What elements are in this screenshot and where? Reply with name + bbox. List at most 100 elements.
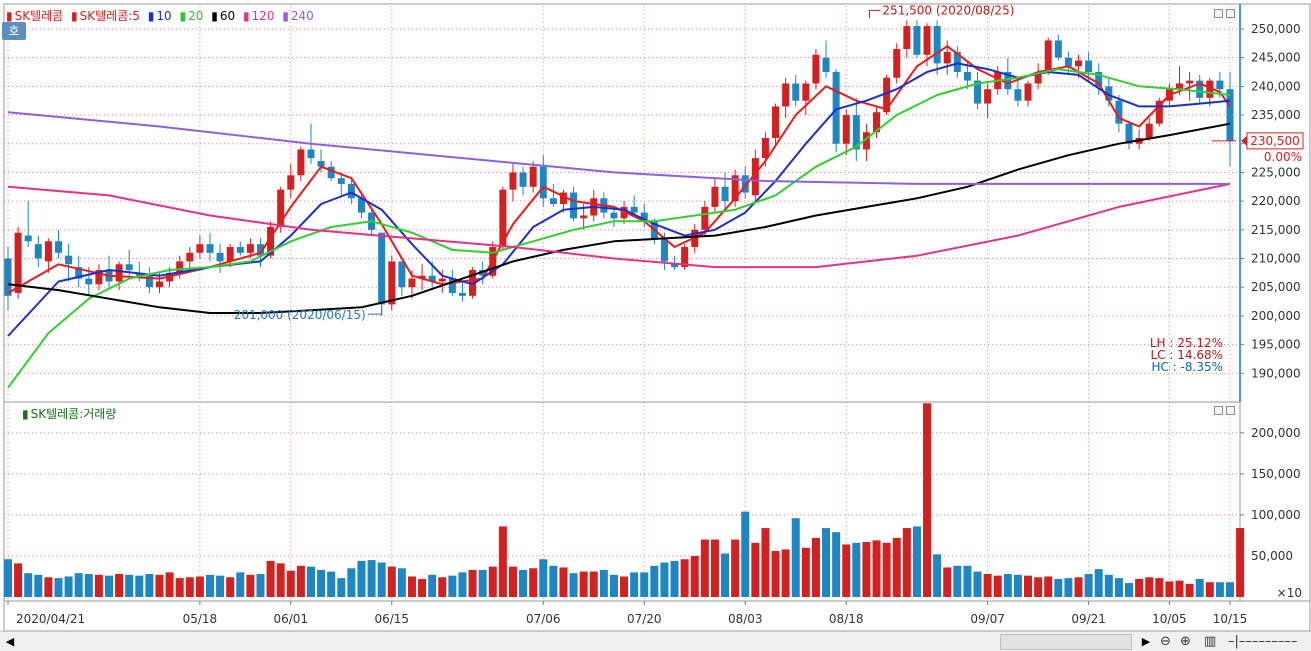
price-tick-label: 190,000 [1251,366,1301,380]
volume-bar [579,571,588,597]
volume-bar [811,537,820,597]
volume-bar [660,562,669,597]
candle-body [842,115,850,144]
candle-body [701,206,709,230]
legend-marker-icon: ▮ [179,9,187,23]
volume-bar [1094,569,1103,597]
candle-body [75,267,83,279]
volume-tick-label: 100,000 [1251,508,1301,522]
candle-body [186,252,194,262]
volume-bar [549,565,558,597]
candle-body [792,83,800,101]
price-pane-minimize-button[interactable] [1214,9,1223,18]
legend-entry-ma20[interactable]: ▮ 20 [179,9,204,23]
candle-body [660,238,668,262]
candle-body [378,232,386,305]
scroll-left-button[interactable]: ◀ [5,635,15,648]
volume-bar [842,544,851,597]
x-tick-label: 05/18 [183,612,218,626]
bar-spacing-icon[interactable]: ▥ [1204,634,1217,649]
volume-bar [125,574,134,597]
price-pane [3,3,1241,403]
candle-body [267,226,275,256]
legend-entry-ma120[interactable]: ▮ 120 [242,9,275,23]
candle-body [610,212,618,219]
volume-bar [912,526,921,597]
volume-bar [892,537,901,597]
legend-entry-ma10[interactable]: ▮ 10 [147,9,172,23]
volume-pane-close-button[interactable] [1226,406,1235,415]
candle-body [1054,40,1062,58]
candle-body [1155,100,1163,124]
quote-mode-button[interactable]: 호 [2,22,26,40]
legend-marker-icon: ▮ [6,9,13,23]
candle-body [1216,80,1224,90]
x-tick-label: 07/20 [627,612,662,626]
candle-body [4,258,12,296]
volume-bar [529,568,538,597]
horizontal-scrollbar[interactable]: ◀ ▶ ⊖ ⊕ ▥ –|––––––––– [0,631,1311,651]
legend-marker-icon: ▮ [147,9,155,23]
volume-bar [256,574,265,597]
legend-entry-ma5[interactable]: ▮ SK텔레콤:5 [71,9,140,23]
zoom-slider-icon[interactable]: –|––––––––– [1228,634,1298,649]
price-tick-label: 200,000 [1251,309,1301,323]
ma-line-120 [7,182,1231,269]
candle-body [1004,72,1012,90]
low-marker [367,306,383,315]
high-marker [868,9,881,19]
volume-bar [953,565,962,597]
volume-bar [478,569,487,597]
legend-marker-icon: ▮ [22,407,29,421]
volume-tick-label: 200,000 [1251,426,1301,440]
candle-body [640,212,648,222]
volume-bar [286,570,295,597]
volume-bar [1135,578,1144,597]
candle-body [327,166,335,179]
volume-bar [1024,575,1033,597]
zoom-in-icon[interactable]: ⊕ [1180,634,1191,649]
candle-body [984,89,992,104]
candle-body [1044,40,1052,72]
legend-entry-ma240[interactable]: ▮ 240 [282,9,314,23]
volume-bar [1236,528,1245,597]
x-tick-label: 07/06 [526,612,561,626]
candle-body [529,166,537,187]
y-axis-area [1239,3,1311,602]
volume-bar [539,559,548,597]
current-price-label: 230,500 [1250,134,1300,148]
candle-body [65,255,73,265]
volume-bar [306,566,315,597]
candle-body [297,149,305,176]
x-axis-area [3,600,1311,631]
scroll-right-button[interactable]: ▶ [1141,635,1151,648]
legend-entry-volume[interactable]: SK텔레콤:거래량 [30,407,117,421]
price-tick-label: 245,000 [1251,51,1301,65]
zoom-out-icon[interactable]: ⊖ [1160,634,1171,649]
candle-body [681,247,689,268]
scroll-thumb[interactable] [1000,634,1132,650]
candle-body [852,115,860,150]
volume-bar [519,569,528,597]
legend-entry-stock[interactable]: ▮ SK텔레콤 [6,9,64,23]
candle-body [963,72,971,81]
price-pane-close-button[interactable] [1226,9,1235,18]
volume-bar [145,574,154,597]
high-annotation: 251,500 (2020/08/25) [882,3,1014,17]
volume-bar [620,576,629,597]
volume-bar [458,572,467,597]
volume-pane-minimize-button[interactable] [1214,406,1223,415]
candle-body [903,26,911,50]
x-tick-label: 06/01 [273,612,308,626]
price-tick-label: 250,000 [1251,22,1301,36]
volume-bar [104,575,113,597]
price-tick-label: 240,000 [1251,79,1301,93]
legend-entry-ma60[interactable]: ▮ 60 [211,9,236,23]
candle-body [438,278,446,282]
volume-bar [175,578,184,597]
candle-body [115,264,123,282]
volume-bar [801,547,810,597]
volume-legend: ▮ SK텔레콤:거래량 [22,405,118,422]
candle-body [671,264,679,268]
x-tick-label: 08/18 [829,612,864,626]
